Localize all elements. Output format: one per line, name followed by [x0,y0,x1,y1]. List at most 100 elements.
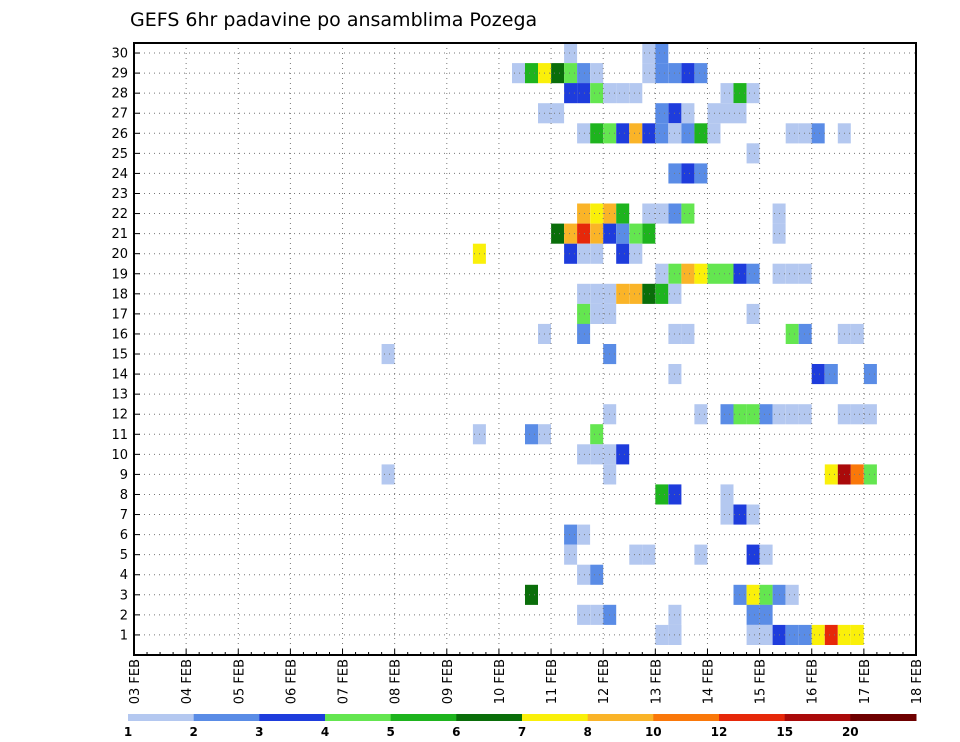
heatmap-cell [785,323,799,344]
heatmap-cell [681,203,695,224]
heatmap-cell [694,263,708,284]
heatmap-cell [798,624,812,645]
heatmap-cell [824,364,838,385]
x-tick-label: 04 FEB [180,659,195,704]
x-tick-label: 18 FEB [910,659,925,704]
heatmap-cell [590,564,604,585]
x-tick-label: 11 FEB [545,659,560,704]
colorbar: 1 2 3 4 5 6 7 8 10 12 15 20 [124,714,917,739]
heatmap-cell [616,203,630,224]
colorbar-swatch [390,714,457,721]
heatmap-cell [655,63,669,84]
heatmap-cell [720,263,734,284]
heatmap-cell [785,263,799,284]
heatmap-cell [381,344,395,365]
heatmap-cell [681,163,695,184]
heatmap-cell [642,544,656,565]
y-tick-label: 19 [111,267,128,282]
heatmap-cell [850,624,864,645]
colorbar-swatch [259,714,326,721]
y-tick-label: 10 [111,448,128,463]
heatmap-cell [629,83,643,104]
x-tick-label: 08 FEB [389,659,404,704]
heatmap-cell [629,283,643,304]
heatmap-cell [811,364,825,385]
y-tick-label: 29 [111,67,128,82]
y-tick-label: 8 [120,488,128,503]
y-tick-label: 26 [111,127,128,142]
heatmap-cell [824,464,838,485]
colorbar-tick-label: 2 [190,725,198,739]
x-tick-label: 14 FEB [701,659,716,704]
y-tick-label: 16 [111,327,128,342]
heatmap-cell [564,83,578,104]
heatmap-cell [564,524,578,545]
heatmap-cell [616,123,630,144]
grid-lines [134,43,916,655]
heatmap-cell [655,103,669,124]
heatmap-cell [564,43,578,64]
y-tick-label: 14 [111,368,128,383]
heatmap-cell [577,123,591,144]
heatmap-cell [759,544,773,565]
colorbar-tick-label: 8 [584,725,592,739]
y-tick-label: 11 [111,428,128,443]
heatmap-cell [564,243,578,264]
colorbar-tick-label: 15 [776,725,793,739]
heatmap-cell [694,163,708,184]
heatmap-cell [616,444,630,465]
heatmap-cell [798,323,812,344]
colorbar-swatch [784,714,851,721]
y-tick-label: 30 [111,47,128,62]
x-tick-label: 10 FEB [493,659,508,704]
heatmap-cell [590,223,604,244]
colorbar-swatch [850,714,917,721]
heatmap-cell [577,203,591,224]
y-tick-label: 24 [111,167,128,182]
y-tick-label: 23 [111,187,128,202]
heatmap-cell [811,123,825,144]
heatmap-cell [746,604,760,625]
heatmap-cell [746,83,760,104]
heatmap-cell [720,504,734,525]
heatmap-cell [759,584,773,605]
heatmap-cell [590,303,604,324]
y-tick-label: 25 [111,147,128,162]
y-tick-label: 9 [120,468,128,483]
heatmap-cell [746,143,760,164]
heatmap-cell [577,604,591,625]
heatmap-cell [577,524,591,545]
y-tick-label: 6 [120,528,128,543]
y-tick-label: 12 [111,408,128,423]
heatmap-cell [655,283,669,304]
heatmap-cell [577,444,591,465]
colorbar-swatch [456,714,523,721]
heatmap-cell [551,63,565,84]
heatmap-cell [590,123,604,144]
heatmap-cell [785,584,799,605]
heatmap-cell [655,123,669,144]
x-tick-label: 12 FEB [597,659,612,704]
heatmap-cell [616,283,630,304]
y-tick-label: 4 [120,568,128,583]
heatmap-cell [811,624,825,645]
y-tick-label: 21 [111,227,128,242]
x-tick-label: 17 FEB [858,659,873,704]
y-tick-label: 28 [111,87,128,102]
heatmap-cell [746,544,760,565]
heatmap-cell [381,464,395,485]
y-tick-label: 5 [120,548,128,563]
heatmap-cell [577,223,591,244]
heatmap-cell [720,83,734,104]
heatmap-cell [577,243,591,264]
heatmap-cell [850,323,864,344]
heatmap-cell [850,404,864,425]
y-axis: 1234567891011121314151617181920212223242… [111,47,140,643]
heatmap-cell [798,404,812,425]
heatmap-cell [655,263,669,284]
x-tick-label: 03 FEB [128,659,143,704]
heatmap-cell [655,43,669,64]
x-tick-label: 09 FEB [441,659,456,704]
colorbar-tick-label: 12 [711,725,728,739]
heatmap-cell [798,123,812,144]
